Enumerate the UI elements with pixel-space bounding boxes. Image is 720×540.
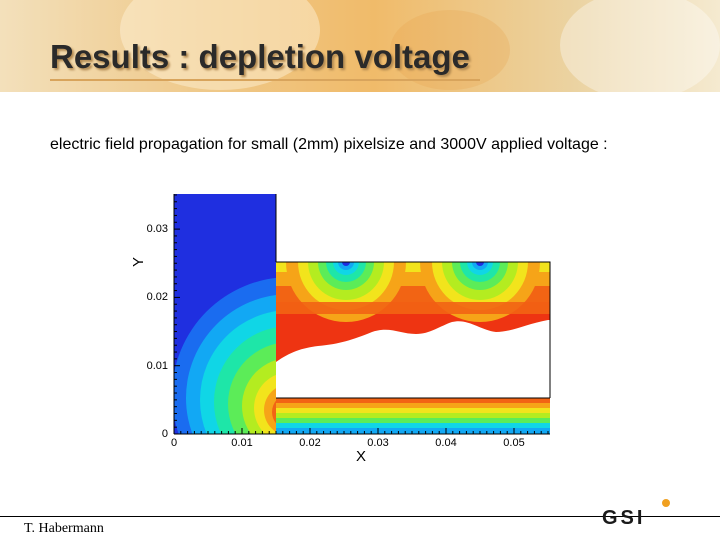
slide-title: Results : depletion voltage (50, 38, 470, 75)
x-axis-label: X (356, 448, 366, 465)
left-field-region (174, 194, 276, 434)
title-underline (50, 79, 480, 81)
axes (173, 194, 550, 435)
y-tick-label: 0 (162, 428, 168, 440)
y-axis-label: Y (130, 257, 147, 267)
x-tick-label: 0.04 (435, 437, 456, 449)
undepleted-region (276, 320, 550, 398)
x-axis-ticks (173, 428, 549, 434)
author-name: T. Habermann (24, 521, 104, 536)
footer-rule (0, 516, 720, 517)
y-axis-ticks (174, 194, 180, 435)
x-tick-label: 0.05 (503, 437, 524, 449)
y-tick-label: 0.02 (147, 291, 168, 303)
bottom-field-strip (276, 398, 550, 434)
header-banner: Results : depletion voltage (0, 0, 720, 92)
x-tick-label: 0.03 (367, 437, 388, 449)
x-tick-label: 0 (171, 437, 177, 449)
pixel-outline (276, 261, 551, 398)
y-tick-label: 0.01 (147, 360, 168, 372)
x-tick-label: 0.01 (231, 437, 252, 449)
y-tick-label: 0.03 (147, 223, 168, 235)
logo-dot-icon (662, 499, 670, 507)
gsi-logo: GSI (602, 499, 670, 529)
slide-subtitle: electric field propagation for small (2m… (50, 136, 608, 153)
logo-text: GSI (602, 507, 645, 529)
x-tick-label: 0.02 (299, 437, 320, 449)
